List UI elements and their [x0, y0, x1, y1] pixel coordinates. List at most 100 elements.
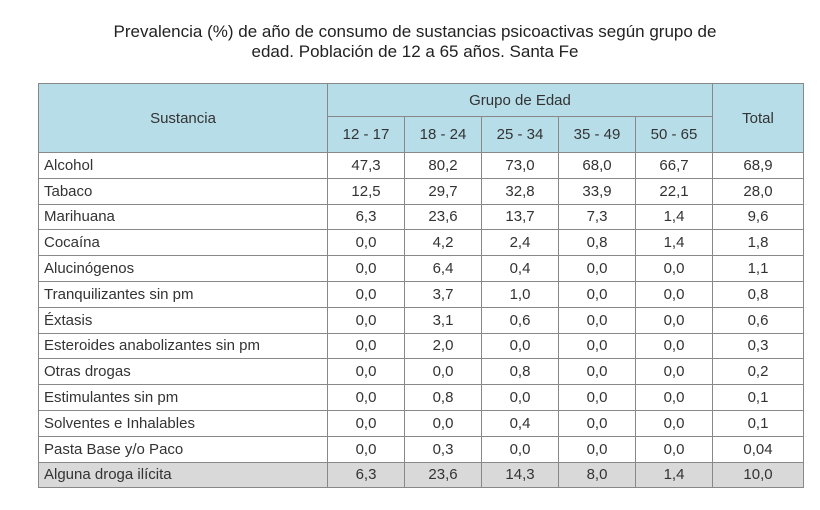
substance-name: Otras drogas	[38, 358, 328, 386]
substance-name: Cocaína	[38, 229, 328, 257]
value-cell: 0,0	[558, 280, 636, 308]
value-cell: 0,3	[404, 435, 482, 463]
value-cell: 0,8	[481, 358, 559, 386]
total-cell: 28,0	[712, 177, 804, 205]
value-cell: 0,8	[404, 384, 482, 411]
value-cell: 47,3	[327, 152, 405, 179]
table-row-total: Alguna droga ilícita 6,3 23,6 14,3 8,0 1,4 10,…	[38, 461, 804, 489]
value-cell: 0,0	[635, 280, 713, 308]
value-cell: 0,4	[481, 255, 559, 282]
substance-name: Alguna droga ilícita	[38, 461, 328, 489]
value-cell: 0,0	[558, 332, 636, 360]
table-row: Pasta Base y/o Paco 0,0 0,3 0,0 0,0 0,0 0,04	[38, 435, 804, 463]
value-cell: 1,4	[635, 203, 713, 231]
value-cell: 0,0	[635, 384, 713, 411]
total-cell: 0,2	[712, 358, 804, 386]
value-cell: 80,2	[404, 152, 482, 179]
value-cell: 6,3	[327, 203, 405, 231]
value-cell: 32,8	[481, 177, 559, 205]
value-cell: 0,0	[558, 409, 636, 437]
table-row: Solventes e Inhalables 0,0 0,0 0,4 0,0 0,0 0,1	[38, 409, 804, 437]
value-cell: 12,5	[327, 177, 405, 205]
substance-name: Estimulantes sin pm	[38, 384, 328, 411]
value-cell: 0,0	[635, 435, 713, 463]
value-cell: 0,0	[404, 358, 482, 386]
substance-name: Pasta Base y/o Paco	[38, 435, 328, 463]
value-cell: 0,0	[327, 332, 405, 360]
title-line-2: edad. Población de 12 a 65 años. Santa F…	[251, 42, 579, 61]
substance-name: Marihuana	[38, 203, 328, 231]
value-cell: 0,0	[327, 306, 405, 334]
header-sustancia: Sustancia	[38, 83, 328, 153]
header-total: Total	[712, 83, 804, 153]
table-row: Tranquilizantes sin pm 0,0 3,7 1,0 0,0 0,0 0,8	[38, 280, 804, 308]
table-title: Prevalencia (%) de año de consumo de sus…	[30, 22, 800, 62]
substance-name: Solventes e Inhalables	[38, 409, 328, 437]
table-row: Otras drogas 0,0 0,0 0,8 0,0 0,0 0,2	[38, 358, 804, 386]
value-cell: 0,0	[327, 384, 405, 411]
value-cell: 3,7	[404, 280, 482, 308]
header-age-35-49: 35 - 49	[558, 116, 636, 153]
table-row: Cocaína 0,0 4,2 2,4 0,8 1,4 1,8	[38, 229, 804, 257]
value-cell: 6,3	[327, 461, 405, 489]
value-cell: 0,0	[327, 255, 405, 282]
table-row: Estimulantes sin pm 0,0 0,8 0,0 0,0 0,0 0,1	[38, 384, 804, 411]
total-cell: 0,04	[712, 435, 804, 463]
table-row: Éxtasis 0,0 3,1 0,6 0,0 0,0 0,6	[38, 306, 804, 334]
value-cell: 0,0	[635, 409, 713, 437]
value-cell: 0,0	[327, 409, 405, 437]
value-cell: 0,0	[481, 384, 559, 411]
header-age-12-17: 12 - 17	[327, 116, 405, 153]
value-cell: 0,0	[481, 332, 559, 360]
value-cell: 68,0	[558, 152, 636, 179]
substance-name: Esteroides anabolizantes sin pm	[38, 332, 328, 360]
value-cell: 0,0	[327, 280, 405, 308]
value-cell: 0,0	[635, 358, 713, 386]
substance-name: Éxtasis	[38, 306, 328, 334]
total-cell: 0,1	[712, 409, 804, 437]
value-cell: 0,0	[327, 358, 405, 386]
value-cell: 66,7	[635, 152, 713, 179]
value-cell: 0,6	[481, 306, 559, 334]
value-cell: 0,0	[558, 435, 636, 463]
value-cell: 0,0	[635, 306, 713, 334]
substance-name: Tabaco	[38, 177, 328, 205]
value-cell: 3,1	[404, 306, 482, 334]
total-cell: 9,6	[712, 203, 804, 231]
substance-name: Alucinógenos	[38, 255, 328, 282]
value-cell: 23,6	[404, 461, 482, 489]
title-line-1: Prevalencia (%) de año de consumo de sus…	[113, 22, 717, 41]
value-cell: 1,4	[635, 229, 713, 257]
value-cell: 8,0	[558, 461, 636, 489]
value-cell: 0,0	[558, 358, 636, 386]
value-cell: 23,6	[404, 203, 482, 231]
table-row: Marihuana 6,3 23,6 13,7 7,3 1,4 9,6	[38, 203, 804, 231]
value-cell: 0,0	[558, 255, 636, 282]
total-cell: 1,8	[712, 229, 804, 257]
value-cell: 0,0	[404, 409, 482, 437]
substance-name: Alcohol	[38, 152, 328, 179]
value-cell: 22,1	[635, 177, 713, 205]
value-cell: 0,0	[327, 435, 405, 463]
value-cell: 2,4	[481, 229, 559, 257]
prevalence-table: Sustancia Grupo de Edad Total 12 - 17 18…	[38, 83, 804, 489]
total-cell: 10,0	[712, 461, 804, 489]
value-cell: 1,0	[481, 280, 559, 308]
value-cell: 0,4	[481, 409, 559, 437]
total-cell: 0,8	[712, 280, 804, 308]
table-row: Tabaco 12,5 29,7 32,8 33,9 22,1 28,0	[38, 177, 804, 205]
total-cell: 0,1	[712, 384, 804, 411]
value-cell: 0,0	[558, 384, 636, 411]
table-row: Alucinógenos 0,0 6,4 0,4 0,0 0,0 1,1	[38, 255, 804, 282]
total-cell: 0,6	[712, 306, 804, 334]
table-row: Esteroides anabolizantes sin pm 0,0 2,0 0,0…	[38, 332, 804, 360]
value-cell: 6,4	[404, 255, 482, 282]
value-cell: 33,9	[558, 177, 636, 205]
value-cell: 13,7	[481, 203, 559, 231]
value-cell: 2,0	[404, 332, 482, 360]
value-cell: 0,0	[635, 332, 713, 360]
value-cell: 0,8	[558, 229, 636, 257]
value-cell: 7,3	[558, 203, 636, 231]
value-cell: 73,0	[481, 152, 559, 179]
value-cell: 14,3	[481, 461, 559, 489]
